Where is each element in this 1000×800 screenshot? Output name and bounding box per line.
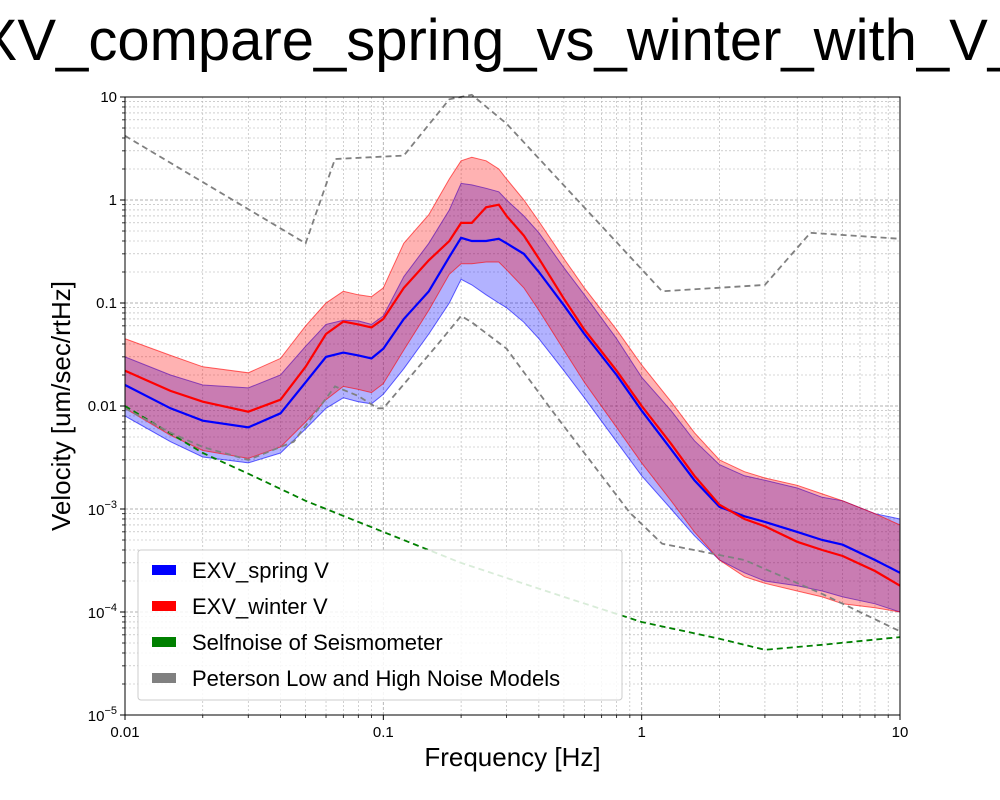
legend-label: Peterson Low and High Noise Models	[192, 666, 560, 691]
legend: EXV_spring V EXV_winter V Selfnoise of Sei…	[137, 549, 623, 701]
legend-box	[137, 549, 623, 701]
line-exv-winter-v	[124, 203, 901, 587]
line-exv-spring-v	[124, 236, 901, 574]
x-tick-label: 1	[637, 724, 645, 741]
band-layer	[124, 156, 901, 613]
line-peterson-low-noise-model	[124, 314, 901, 633]
tick-layer: 0.01 0.1 1 10 10−5 10−4 10−3 0.01 0.1 1 10	[88, 89, 909, 741]
line-layer	[124, 93, 901, 651]
x-tick-label: 0.1	[373, 724, 394, 741]
y-tick-label: 0.01	[88, 398, 117, 415]
y-tick-label: 1	[109, 192, 117, 209]
legend-label: EXV_spring V	[192, 558, 329, 583]
legend-swatch	[152, 565, 176, 575]
line-peterson-high-noise-model	[124, 93, 901, 293]
legend-label: EXV_winter V	[192, 594, 328, 619]
x-tick-label: 0.01	[110, 724, 139, 741]
legend-swatch	[152, 601, 176, 611]
band-exv-winter-v	[124, 156, 901, 613]
legend-swatch	[152, 673, 176, 683]
legend-swatch	[152, 637, 176, 647]
y-tick-label: 10−3	[88, 499, 117, 519]
chart-title: EXV_compare_spring_vs_winter_with_V_9	[0, 8, 1000, 73]
x-axis-label: Frequency [Hz]	[424, 742, 600, 772]
y-tick-label: 10−4	[88, 602, 117, 622]
y-tick-label: 0.1	[96, 295, 117, 312]
y-tick-label: 10−5	[88, 705, 117, 725]
legend-label: Selfnoise of Seismometer	[192, 630, 443, 655]
x-tick-label: 10	[892, 724, 909, 741]
y-tick-label: 10	[100, 89, 117, 106]
y-axis-label: Velocity [um/sec/rtHz]	[46, 281, 76, 531]
